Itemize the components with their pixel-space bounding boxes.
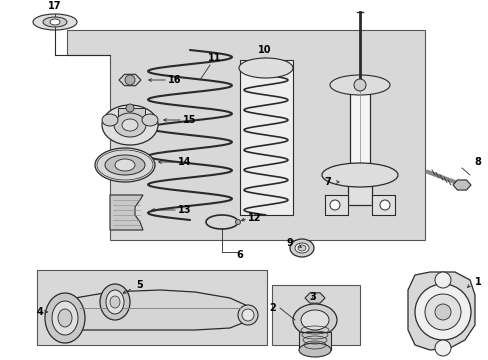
Bar [298, 332, 330, 350]
Circle shape [414, 284, 470, 340]
Ellipse shape [122, 119, 138, 131]
Polygon shape [55, 290, 249, 335]
Text: 2: 2 [269, 303, 276, 313]
Circle shape [424, 294, 460, 330]
Ellipse shape [114, 113, 146, 137]
Polygon shape [371, 195, 394, 215]
Ellipse shape [33, 14, 77, 30]
Ellipse shape [321, 163, 397, 187]
Circle shape [379, 200, 389, 210]
Ellipse shape [294, 243, 308, 253]
Text: 10: 10 [258, 45, 271, 55]
Bar [349, 85, 369, 175]
Ellipse shape [110, 296, 120, 308]
Text: 15: 15 [183, 115, 196, 125]
Text: 1: 1 [474, 277, 480, 287]
Ellipse shape [105, 155, 145, 175]
Ellipse shape [297, 245, 305, 251]
Ellipse shape [45, 293, 85, 343]
Ellipse shape [52, 301, 78, 335]
Text: 7: 7 [324, 177, 331, 187]
Ellipse shape [95, 148, 155, 182]
Text: 11: 11 [208, 53, 221, 63]
Text: 12: 12 [248, 213, 261, 223]
Text: 5: 5 [136, 280, 143, 290]
Ellipse shape [289, 239, 313, 257]
Bar [240, 60, 292, 215]
Ellipse shape [142, 114, 158, 126]
Text: 8: 8 [473, 157, 481, 167]
Ellipse shape [292, 304, 336, 336]
Ellipse shape [115, 159, 135, 171]
Text: 13: 13 [178, 205, 191, 215]
Ellipse shape [43, 17, 67, 27]
Circle shape [434, 272, 450, 288]
Polygon shape [452, 180, 470, 190]
Polygon shape [305, 293, 325, 303]
Circle shape [434, 340, 450, 356]
Polygon shape [325, 195, 347, 215]
Text: 17: 17 [48, 1, 61, 11]
Circle shape [235, 220, 240, 225]
Bar [271, 285, 359, 345]
Circle shape [125, 75, 135, 85]
Text: 3: 3 [309, 292, 316, 302]
Bar [347, 175, 371, 205]
Circle shape [238, 305, 258, 325]
Bar [118, 108, 145, 118]
Ellipse shape [239, 58, 292, 78]
Ellipse shape [301, 310, 328, 330]
Bar [37, 270, 266, 345]
Polygon shape [407, 272, 474, 350]
Circle shape [242, 309, 253, 321]
Ellipse shape [298, 343, 330, 357]
Circle shape [126, 104, 134, 112]
Text: 16: 16 [168, 75, 182, 85]
Ellipse shape [102, 105, 158, 145]
Ellipse shape [58, 309, 72, 327]
Ellipse shape [329, 75, 389, 95]
Circle shape [353, 79, 365, 91]
Circle shape [329, 200, 339, 210]
Text: 4: 4 [37, 307, 43, 317]
Circle shape [434, 304, 450, 320]
Polygon shape [119, 74, 141, 86]
Text: 14: 14 [178, 157, 191, 167]
Polygon shape [110, 195, 142, 230]
Ellipse shape [106, 290, 124, 314]
Text: 6: 6 [236, 250, 243, 260]
Ellipse shape [100, 284, 130, 320]
Ellipse shape [102, 114, 118, 126]
Text: 9: 9 [286, 238, 293, 248]
Ellipse shape [50, 19, 60, 25]
Polygon shape [67, 30, 424, 240]
